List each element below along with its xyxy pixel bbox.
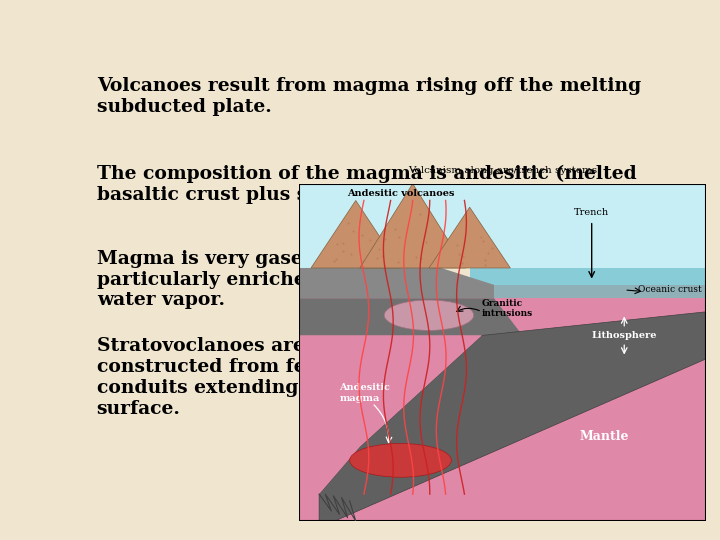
Polygon shape bbox=[299, 335, 503, 494]
Text: Volcanism along arc/trench systems: Volcanism along arc/trench systems bbox=[408, 166, 597, 175]
Polygon shape bbox=[299, 184, 706, 268]
Polygon shape bbox=[494, 285, 706, 298]
Polygon shape bbox=[469, 268, 706, 285]
Text: Oceanic crust: Oceanic crust bbox=[638, 286, 701, 294]
Text: Trench: Trench bbox=[574, 208, 609, 217]
Text: Andesitic volcanoes: Andesitic volcanoes bbox=[347, 188, 454, 198]
Text: Andesitic
magma: Andesitic magma bbox=[340, 383, 390, 402]
Polygon shape bbox=[299, 268, 494, 298]
Polygon shape bbox=[429, 207, 510, 268]
Text: Magma is very gaseous,
particularly enriched with
water vapor.: Magma is very gaseous, particularly enri… bbox=[96, 250, 371, 309]
Text: Lithosphere: Lithosphere bbox=[592, 331, 657, 340]
Ellipse shape bbox=[384, 300, 474, 330]
Text: Stratovoclanoes are
constructed from feeder
conduits extending to the
surface.: Stratovoclanoes are constructed from fee… bbox=[96, 337, 366, 417]
Text: Granitic
intrusions: Granitic intrusions bbox=[482, 299, 533, 318]
Polygon shape bbox=[299, 298, 523, 335]
Text: Mantle: Mantle bbox=[579, 430, 629, 443]
Polygon shape bbox=[360, 184, 466, 268]
Polygon shape bbox=[299, 285, 706, 521]
Text: The composition of the magma is andesitic (melted
basaltic crust plus sediment c: The composition of the magma is andesiti… bbox=[96, 165, 636, 204]
Polygon shape bbox=[319, 312, 706, 528]
Text: Volcanoes result from magma rising off the melting
subducted plate.: Volcanoes result from magma rising off t… bbox=[96, 77, 641, 116]
Ellipse shape bbox=[350, 443, 451, 477]
Polygon shape bbox=[311, 200, 400, 268]
